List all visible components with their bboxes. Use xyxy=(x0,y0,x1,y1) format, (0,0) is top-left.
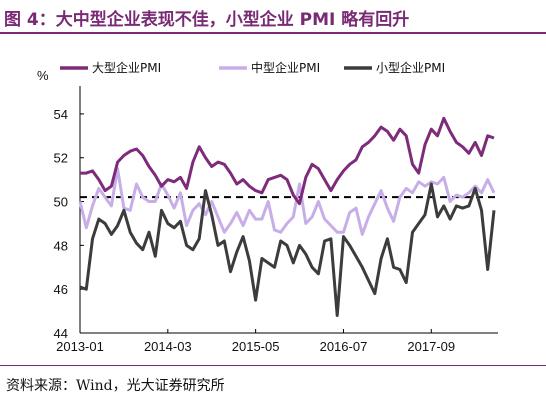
y-tick-label: 44 xyxy=(54,326,68,341)
series-line-3 xyxy=(79,182,496,317)
y-axis-unit-label: % xyxy=(37,68,49,83)
y-tick-label: 54 xyxy=(54,107,68,122)
y-tick-label: 50 xyxy=(54,195,68,210)
x-tick-label: 2013-01 xyxy=(56,339,104,354)
legend-label-1: 大型企业PMI xyxy=(92,60,161,75)
x-tick-label: 2016-07 xyxy=(320,339,368,354)
x-tick-label: 2017-09 xyxy=(407,339,455,354)
legend-label-2: 中型企业PMI xyxy=(251,60,320,75)
series-line-1 xyxy=(80,116,495,206)
chart-series xyxy=(78,116,496,317)
y-tick-label: 52 xyxy=(54,151,68,166)
legend-label-3: 小型企业PMI xyxy=(376,60,445,75)
figure-title-bar: 图 4：大中型企业表现不佳，小型企业 PMI 略有回升 xyxy=(0,0,546,34)
figure-title: 图 4：大中型企业表现不佳，小型企业 PMI 略有回升 xyxy=(4,10,410,30)
x-tick-label: 2014-03 xyxy=(144,339,192,354)
y-tick-label: 48 xyxy=(54,238,68,253)
source-note: 资料来源：Wind，光大证券研究所 xyxy=(6,378,225,394)
line-chart: % 44 46 48 50 52 54 2013-01 2014-03 2015-05 2016-0… xyxy=(37,60,498,354)
y-tick-label: 46 xyxy=(54,282,68,297)
chart-legend: 大型企业PMI 中型企业PMI 小型企业PMI xyxy=(60,60,445,75)
chart-axes: % 44 46 48 50 52 54 2013-01 2014-03 2015-05 2016-0… xyxy=(37,68,498,354)
series-line-2 xyxy=(78,167,496,236)
x-tick-label: 2015-05 xyxy=(232,339,280,354)
figure-footer: 资料来源：Wind，光大证券研究所 xyxy=(0,365,546,401)
